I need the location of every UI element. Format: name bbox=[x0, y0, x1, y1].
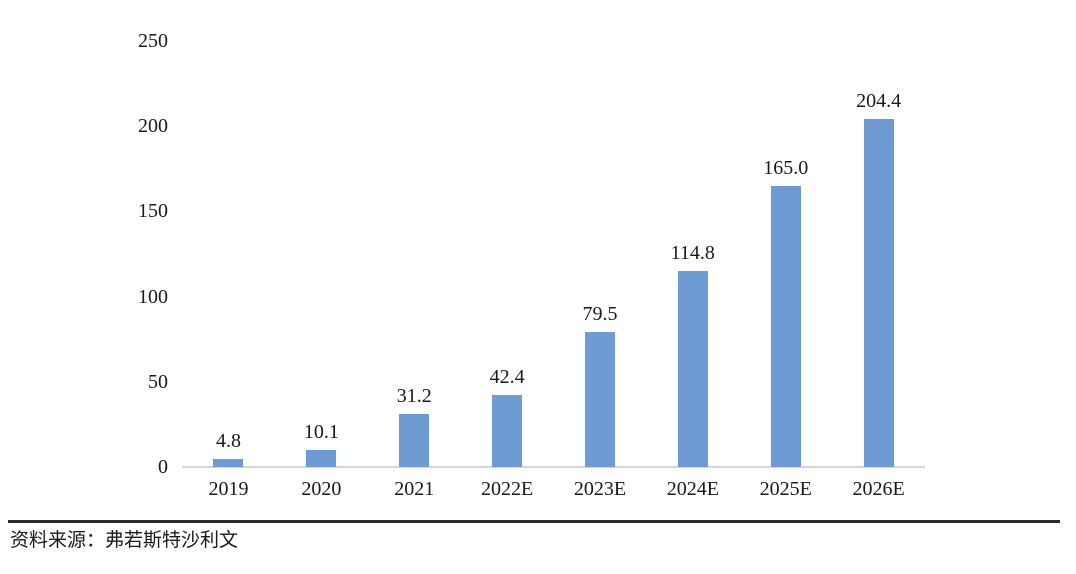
source-caption: 资料来源：弗若斯特沙利文 bbox=[10, 530, 239, 551]
bar-value-label: 79.5 bbox=[582, 302, 618, 325]
bar bbox=[863, 118, 894, 467]
bar-value-label: 4.8 bbox=[215, 429, 241, 452]
x-axis-category-label: 2019 bbox=[208, 478, 249, 500]
y-axis-tick-label: 50 bbox=[148, 370, 168, 393]
bar bbox=[492, 394, 523, 467]
x-axis-category-label: 2021 bbox=[394, 478, 435, 500]
y-axis-tick-label: 200 bbox=[138, 115, 168, 138]
bar bbox=[399, 413, 430, 467]
bar-value-label: 31.2 bbox=[396, 384, 432, 407]
footer-divider bbox=[8, 520, 1060, 523]
x-axis-category-label: 2025E bbox=[759, 478, 812, 500]
bar bbox=[306, 449, 337, 467]
bar-value-label: 42.4 bbox=[489, 365, 525, 388]
x-axis-line bbox=[182, 466, 925, 468]
x-axis-category-label: 2023E bbox=[573, 478, 627, 500]
bar-value-label: 204.4 bbox=[856, 89, 902, 112]
bar-chart-plot-area: 0 50 100 150 200 250 4.8 2019 10.1 2020 31.2 2021 42… bbox=[138, 30, 925, 500]
bar-value-label: 10.1 bbox=[303, 420, 339, 443]
y-axis-tick-label: 100 bbox=[138, 285, 168, 308]
bar-value-label: 165.0 bbox=[763, 156, 809, 179]
x-axis-category-label: 2026E bbox=[852, 478, 905, 500]
x-axis-category-label: 2024E bbox=[666, 478, 719, 500]
y-axis-tick-label: 150 bbox=[138, 200, 168, 223]
x-axis-category-label: 2020 bbox=[301, 478, 342, 500]
bar bbox=[677, 271, 708, 467]
bar bbox=[584, 331, 615, 467]
bar-value-label: 114.8 bbox=[670, 242, 715, 265]
y-axis-tick-label: 0 bbox=[158, 456, 168, 478]
bar bbox=[770, 185, 801, 467]
bar bbox=[213, 458, 244, 467]
x-axis-category-label: 2022E bbox=[480, 478, 534, 500]
y-axis-tick-label: 250 bbox=[138, 30, 168, 52]
